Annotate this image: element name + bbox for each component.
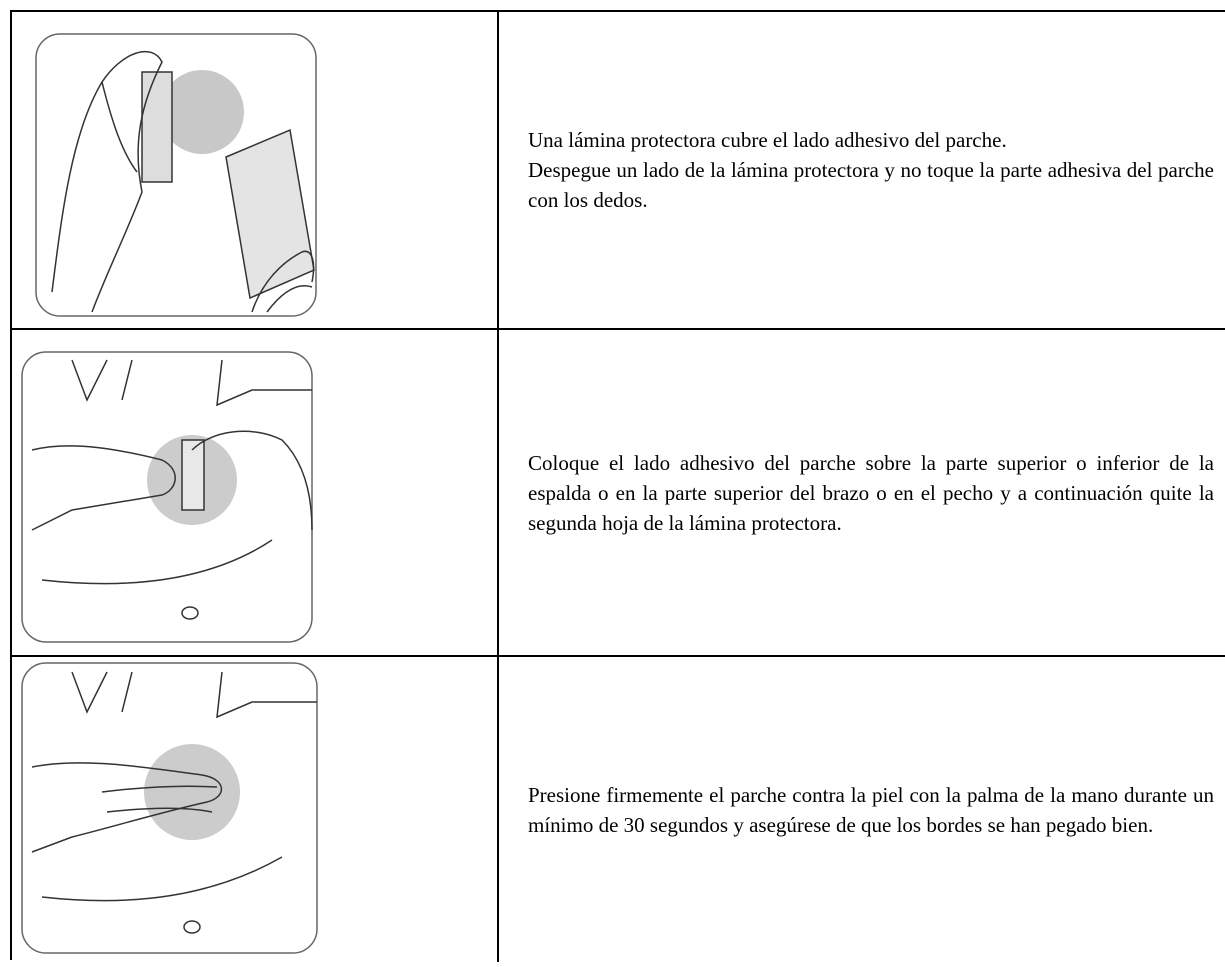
illustration-press [21, 662, 318, 954]
instruction-table: Una lámina protectora cubre el lado adhe… [10, 10, 1225, 962]
paragraph: Despegue un lado de la lámina protectora… [528, 158, 1214, 212]
illustration-cell [12, 12, 499, 328]
instruction-text: Una lámina protectora cubre el lado adhe… [528, 12, 1214, 328]
paragraph: Una lámina protectora cubre el lado adhe… [528, 128, 1007, 152]
table-row: Presione firmemente el parche contra la … [12, 657, 1225, 962]
instruction-text: Coloque el lado adhesivo del parche sobr… [528, 330, 1214, 655]
illustration-peel [35, 33, 317, 317]
illustration-apply [21, 351, 313, 643]
paragraph: Presione firmemente el parche contra la … [528, 782, 1214, 837]
illustration-cell [12, 657, 499, 962]
paragraph: Coloque el lado adhesivo del parche sobr… [528, 450, 1214, 535]
instruction-text: Presione firmemente el parche contra la … [528, 657, 1214, 962]
table-row: Coloque el lado adhesivo del parche sobr… [12, 330, 1225, 657]
table-row: Una lámina protectora cubre el lado adhe… [12, 12, 1225, 330]
illustration-cell [12, 330, 499, 655]
